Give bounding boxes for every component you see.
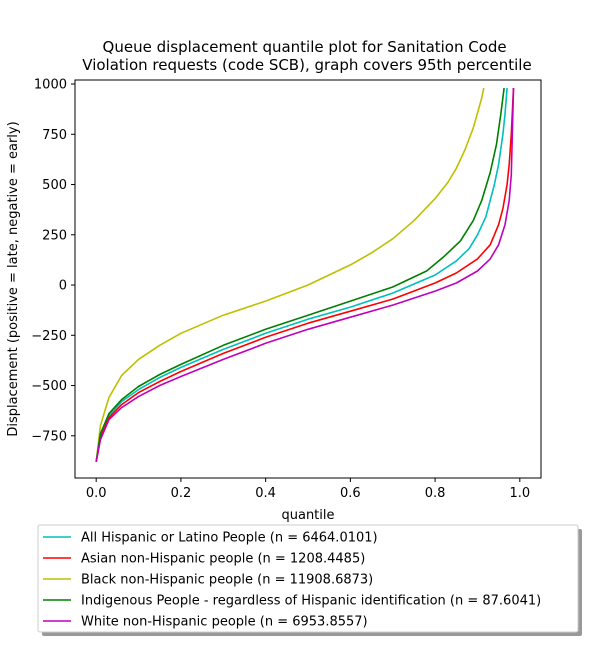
chart-title-line-1: Queue displacement quantile plot for San… <box>103 38 507 56</box>
legend-label-3: Indigenous People - regardless of Hispan… <box>81 594 541 609</box>
series-line-1 <box>95 87 515 463</box>
x-tick-label: 0.4 <box>255 486 276 501</box>
series-line-2 <box>95 87 485 462</box>
series-line-0 <box>95 87 508 463</box>
series-line-4 <box>95 87 515 463</box>
y-tick-label: 1000 <box>34 78 67 93</box>
legend-label-2: Black non-Hispanic people (n = 11908.687… <box>81 573 373 588</box>
legend-items: All Hispanic or Latino People (n = 6464.… <box>43 531 541 630</box>
series-line-3 <box>95 87 505 463</box>
y-tick-label: 750 <box>42 128 67 143</box>
y-tick-label: 250 <box>42 228 67 243</box>
legend-box <box>37 524 579 633</box>
y-tick-label: −750 <box>31 429 67 444</box>
y-tick-label: 0 <box>59 279 67 294</box>
legend-label-4: White non-Hispanic people (n = 6953.8557… <box>81 615 368 630</box>
y-tick-label: −500 <box>31 379 67 394</box>
plot-lines <box>95 87 515 463</box>
plot-frame <box>74 79 542 479</box>
x-axis-label: quantile <box>281 508 334 523</box>
legend: All Hispanic or Latino People (n = 6464.… <box>37 524 582 636</box>
legend-label-0: All Hispanic or Latino People (n = 6464.… <box>81 531 378 546</box>
x-tick-label: 1.0 <box>509 486 530 501</box>
y-tick-label: 500 <box>42 178 67 193</box>
x-tick-label: 0.6 <box>340 486 361 501</box>
chart-title: Queue displacement quantile plot for San… <box>82 38 531 74</box>
x-tick-label: 0.0 <box>86 486 107 501</box>
x-tick-label: 0.2 <box>171 486 192 501</box>
chart-title-line-2: Violation requests (code SCB), graph cov… <box>82 56 531 74</box>
x-tick-label: 0.8 <box>425 486 446 501</box>
y-axis-ticks: −750 −500 −250 0 250 500 750 1000 <box>31 78 75 444</box>
legend-label-1: Asian non-Hispanic people (n = 1208.4485… <box>81 552 365 567</box>
y-axis-label: Displacement (positive = late, negative … <box>6 121 21 436</box>
y-tick-label: −250 <box>31 329 67 344</box>
x-axis-ticks: 0.0 0.2 0.4 0.6 0.8 1.0 <box>86 478 530 501</box>
